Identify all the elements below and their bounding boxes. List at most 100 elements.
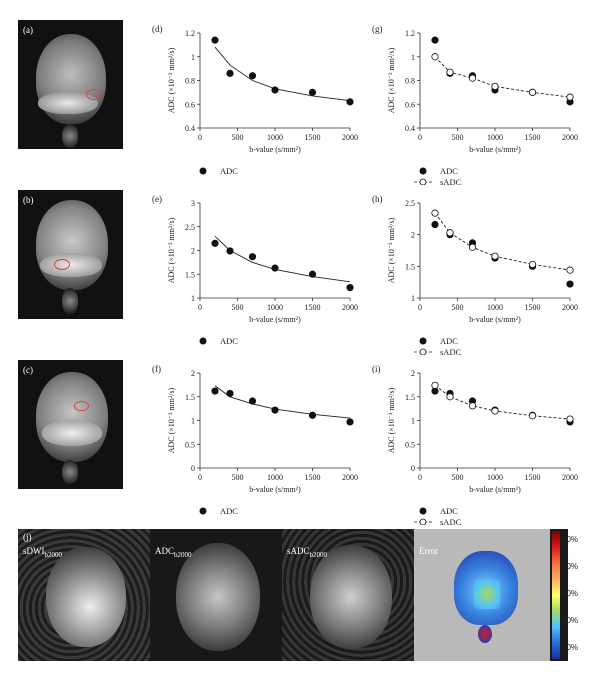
sadc-map: sADCb2000 — [282, 529, 414, 661]
y-tick-label: 2.5 — [405, 199, 415, 208]
adc-point — [566, 280, 574, 288]
adc-point — [226, 247, 234, 255]
y-axis-label: ADC (×10⁻³ mm²/s) — [387, 47, 396, 113]
sadc-point — [468, 402, 477, 410]
x-axis-label: b-value (s/mm²) — [469, 145, 521, 154]
chart-e: (e) 1 1.5 2 2.5 3 0 500 1000 1500 2000 ADC (×10⁻³ m… — [152, 194, 358, 346]
x-tick-label: 0 — [198, 303, 202, 312]
y-tick-label: 1.5 — [185, 393, 195, 402]
y-tick-label: 0.4 — [405, 124, 415, 133]
legend-label: sADC — [440, 347, 462, 355]
x-tick-label: 2000 — [562, 303, 578, 312]
legend-label: ADC — [440, 166, 458, 176]
adc-point — [211, 387, 219, 395]
x-tick-label: 1000 — [267, 303, 283, 312]
y-axis-label: ADC (×10⁻³ mm²/s) — [167, 217, 176, 283]
fit-curve — [214, 46, 351, 102]
y-tick-label: 1.2 — [185, 29, 195, 38]
x-axis-label: b-value (s/mm²) — [469, 315, 521, 324]
x-tick-label: 2000 — [342, 473, 358, 482]
roi-circle — [74, 401, 89, 411]
legend-label: ADC — [440, 506, 458, 516]
adc-point — [346, 283, 354, 292]
sadc-point — [431, 209, 439, 217]
y-axis-label: ADC (×10⁻³ mm²/s) — [387, 217, 396, 283]
x-tick-label: 0 — [418, 133, 422, 142]
fit-curve — [434, 384, 571, 420]
sadc-point — [431, 381, 439, 389]
adc-point — [271, 86, 279, 94]
legend-label: ADC — [220, 166, 238, 176]
y-tick-label: 1 — [411, 294, 415, 303]
legend-label: sADC — [440, 177, 462, 185]
y-axis-label: ADC (×10⁻³ mm²/s) — [167, 47, 176, 113]
strip-label-error: Error — [419, 546, 438, 556]
y-tick-label: 2.5 — [185, 223, 195, 232]
x-tick-label: 500 — [452, 303, 464, 312]
panel-letter: (c) — [23, 365, 33, 375]
sadc-point — [446, 229, 454, 237]
mr-image-c: (c) — [18, 360, 123, 489]
legend-marker-adc — [419, 337, 427, 345]
y-tick-label: 2 — [191, 369, 195, 378]
y-tick-label: 0.4 — [185, 124, 195, 133]
y-tick-label: 2 — [411, 369, 415, 378]
x-axis-label: b-value (s/mm²) — [469, 485, 521, 494]
x-tick-label: 1500 — [525, 473, 541, 482]
y-tick-label: 1.5 — [185, 270, 195, 279]
panel-letter: (a) — [23, 25, 33, 35]
x-tick-label: 1000 — [267, 473, 283, 482]
y-tick-label: 0.8 — [185, 77, 195, 86]
roi-circle — [86, 89, 102, 100]
panel-letter: (g) — [372, 24, 383, 34]
x-tick-label: 1000 — [267, 133, 283, 142]
x-tick-label: 0 — [418, 303, 422, 312]
panel-letter: (i) — [372, 364, 381, 374]
fit-curve — [214, 235, 351, 283]
sadc-point — [491, 82, 499, 91]
adc-point — [308, 88, 317, 96]
x-axis-label: b-value (s/mm²) — [249, 145, 301, 154]
adc-point — [226, 69, 234, 77]
adc-point — [308, 411, 317, 419]
adc-point — [271, 406, 279, 414]
x-tick-label: 2000 — [342, 303, 358, 312]
chart-g: (g) 0.4 0.6 0.8 1 1.2 0 500 1000 1500 2000 ADC (×10… — [372, 24, 578, 185]
sdwi-map: sDWIb2000 — [18, 529, 150, 661]
adc-point — [346, 98, 354, 106]
x-tick-label: 500 — [232, 133, 244, 142]
chart-f: (f) 0 0.5 1 1.5 2 0 500 1000 1500 2000 ADC (×10⁻³ m… — [152, 364, 358, 516]
y-tick-label: 1 — [411, 53, 415, 62]
adc-point — [211, 239, 219, 247]
sadc-point — [468, 243, 477, 251]
sadc-point — [431, 53, 439, 61]
fit-curve — [434, 56, 571, 98]
y-axis-label: ADC (×10⁻³ mm²/s) — [387, 387, 396, 453]
colorbar-tick: 10% — [562, 643, 579, 652]
adc-point — [226, 389, 234, 398]
sadc-point — [566, 93, 574, 101]
adc-map: ADCb2000 — [150, 529, 282, 661]
x-tick-label: 500 — [232, 473, 244, 482]
panel-letter: (f) — [152, 364, 161, 374]
adc-point — [211, 36, 219, 44]
y-tick-label: 2 — [411, 231, 415, 240]
y-tick-label: 0.5 — [185, 440, 195, 449]
chart-i: (i) 0 0.5 1 1.5 2 0 500 1000 1500 2000 ADC (×10⁻³ m… — [372, 364, 578, 525]
panel-letter: (h) — [372, 194, 383, 204]
fit-curve — [214, 385, 351, 419]
legend-marker-adc — [419, 507, 427, 515]
legend-label: sADC — [440, 517, 462, 525]
y-tick-label: 1 — [191, 53, 195, 62]
x-tick-label: 1000 — [487, 303, 503, 312]
adc-point — [431, 220, 439, 229]
x-tick-label: 1500 — [525, 303, 541, 312]
roi-circle — [54, 259, 70, 270]
x-tick-label: 0 — [418, 473, 422, 482]
x-tick-label: 1000 — [487, 473, 503, 482]
sadc-point — [468, 74, 477, 82]
legend-marker-adc — [199, 167, 207, 175]
sadc-point — [528, 412, 537, 420]
y-tick-label: 0.6 — [405, 100, 415, 109]
map-strip: sDWIb2000 ADCb2000 sADCb2000 Error (j) — [18, 529, 568, 661]
